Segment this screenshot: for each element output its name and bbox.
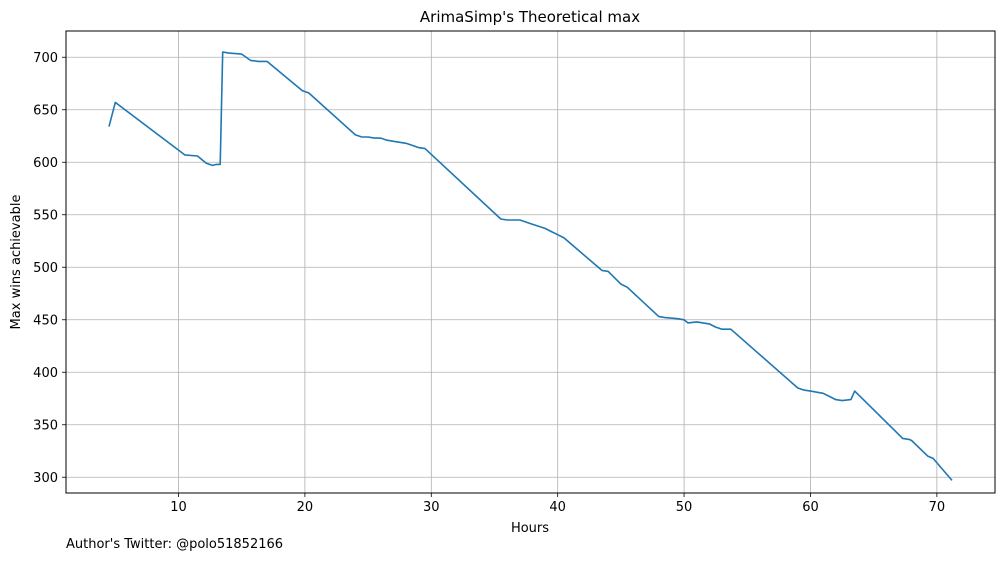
x-tick-label: 70 <box>929 500 946 515</box>
x-tick-label: 60 <box>802 500 819 515</box>
y-tick-label: 550 <box>33 208 58 223</box>
y-tick-label: 500 <box>33 261 58 276</box>
y-tick-label: 450 <box>33 313 58 328</box>
y-tick-label: 400 <box>33 366 58 381</box>
y-tick-label: 650 <box>33 103 58 118</box>
series-line <box>108 51 953 481</box>
grid <box>66 31 995 493</box>
x-tick-label: 50 <box>676 500 693 515</box>
x-tick-label: 30 <box>423 500 440 515</box>
y-tick-label: 300 <box>33 471 58 486</box>
y-tick-label: 350 <box>33 418 58 433</box>
series-layer <box>108 51 953 481</box>
x-tick-label: 40 <box>549 500 566 515</box>
y-tick-label: 700 <box>33 51 58 66</box>
y-tick-label: 600 <box>33 156 58 171</box>
y-axis-label: Max wins achievable <box>9 195 24 330</box>
x-tick-label: 10 <box>170 500 187 515</box>
x-axis-label: Hours <box>511 521 549 536</box>
chart-title: ArimaSimp's Theoretical max <box>420 8 640 26</box>
axis-ticks: 10 20 30 40 50 60 70 300 350 400 450 500 550 600 650 70… <box>33 51 945 515</box>
x-tick-label: 20 <box>297 500 314 515</box>
plot-area-frame <box>65 30 996 494</box>
author-credit: Author's Twitter: @polo51852166 <box>66 537 284 552</box>
